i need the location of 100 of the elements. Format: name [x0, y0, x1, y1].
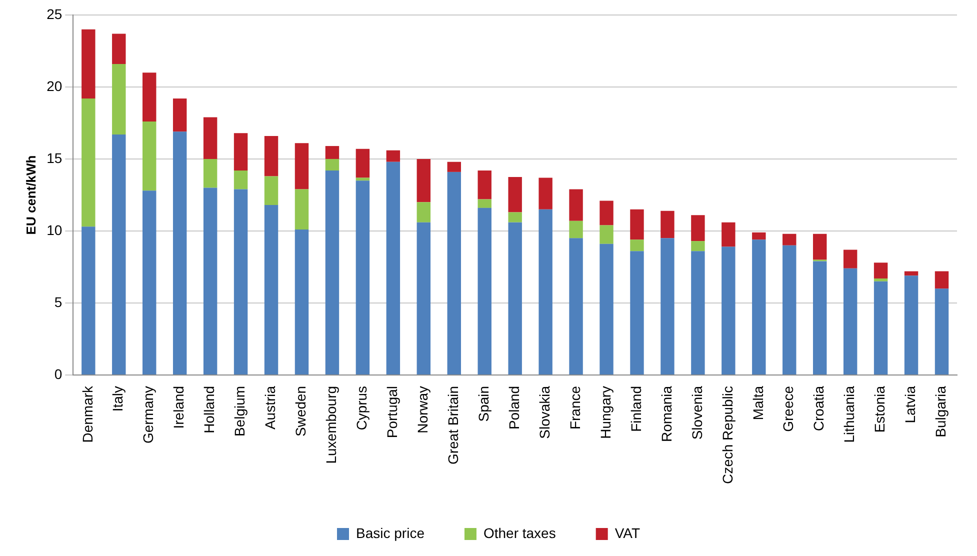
bar	[416, 202, 431, 222]
bar	[600, 200, 614, 226]
bar	[934, 288, 949, 374]
x-tick-label: Croatia	[810, 386, 827, 432]
bar	[416, 158, 431, 202]
bar	[112, 34, 126, 64]
x-tick-label: Ireland	[170, 386, 187, 429]
bar	[904, 276, 918, 374]
x-tick-label: Lithuania	[841, 386, 858, 443]
bar	[812, 261, 827, 374]
bar	[478, 208, 492, 374]
bar	[508, 176, 522, 212]
bar	[478, 199, 492, 208]
bar	[874, 262, 888, 278]
x-tick-label: Great Britain	[444, 386, 461, 465]
x-tick-label: Latvia	[902, 386, 918, 424]
x-tick-label: Estonia	[872, 386, 888, 433]
bar	[356, 148, 370, 178]
y-tick-label: 20	[46, 78, 62, 94]
bar	[843, 268, 858, 374]
x-tick-label: Slovakia	[536, 386, 552, 439]
bar	[569, 238, 583, 374]
bar	[934, 271, 949, 289]
y-tick-label: 0	[54, 366, 62, 382]
x-tick-label: Holland	[201, 386, 218, 434]
y-tick-label: 10	[46, 222, 62, 238]
bar	[264, 136, 278, 176]
bar	[874, 281, 888, 374]
bar	[660, 210, 674, 238]
bar	[386, 162, 400, 374]
bar	[386, 150, 400, 162]
x-tick-label: Norway	[414, 386, 431, 434]
bar	[478, 170, 492, 200]
bar	[234, 133, 248, 170]
x-tick-label: Slovenia	[688, 386, 705, 440]
bar	[752, 240, 766, 374]
bar	[264, 176, 278, 206]
x-tick-label: Bulgaria	[932, 386, 949, 438]
y-axis-title: EU cent/kWh	[23, 155, 38, 235]
bar	[294, 189, 309, 230]
x-tick-label: Sweden	[292, 386, 309, 437]
bar	[234, 170, 248, 190]
bar	[142, 190, 156, 374]
bar	[691, 241, 705, 252]
x-tick-label: Greece	[780, 386, 796, 432]
bar	[325, 146, 340, 159]
bar	[782, 234, 796, 246]
x-tick-label: Portugal	[384, 386, 400, 438]
bar	[508, 222, 522, 374]
x-tick-label: Finland	[628, 386, 644, 432]
bar	[82, 98, 96, 227]
x-tick-label: Romania	[658, 386, 674, 442]
legend-label: Basic price	[356, 524, 425, 541]
bar	[904, 271, 918, 276]
bar	[142, 72, 156, 122]
x-tick-label: France	[566, 386, 583, 430]
bar	[874, 278, 888, 282]
bar	[538, 209, 552, 374]
y-tick-label: 5	[54, 294, 62, 310]
bar	[203, 117, 218, 159]
bar	[691, 251, 705, 374]
x-tick-label: Luxembourg	[323, 386, 340, 464]
bar	[82, 29, 96, 99]
bar	[356, 178, 370, 181]
bar	[569, 189, 583, 221]
bar	[264, 205, 278, 374]
x-tick-label: Czech Republic	[719, 386, 736, 484]
x-tick-label: Malta	[750, 386, 766, 420]
bar	[600, 244, 614, 374]
bar	[630, 251, 644, 374]
bar	[234, 189, 248, 374]
bar	[569, 220, 583, 238]
bar	[722, 222, 736, 247]
bar	[325, 170, 340, 374]
legend-label: Other taxes	[483, 524, 556, 541]
x-tick-label: Poland	[506, 386, 522, 430]
x-tick-label: Cyprus	[354, 386, 370, 430]
bar	[508, 212, 522, 222]
x-tick-label: Hungary	[597, 386, 614, 439]
bar	[722, 246, 736, 374]
bar	[630, 240, 644, 252]
bar	[325, 158, 340, 170]
bar	[356, 180, 370, 374]
y-tick-label: 25	[46, 6, 62, 22]
bar	[782, 245, 796, 374]
bar	[203, 158, 218, 188]
bar	[843, 250, 858, 268]
bar	[203, 188, 218, 374]
bar	[691, 215, 705, 242]
bar	[172, 98, 187, 132]
x-tick-label: Denmark	[79, 384, 96, 443]
bar	[600, 225, 614, 244]
bar	[82, 226, 96, 374]
bar	[660, 238, 674, 374]
bar	[538, 178, 552, 210]
x-tick-label: Spain	[475, 386, 492, 422]
bar	[294, 143, 309, 190]
bar	[142, 122, 156, 191]
x-tick-label: Italy	[110, 386, 126, 412]
legend-label: VAT	[614, 524, 640, 541]
